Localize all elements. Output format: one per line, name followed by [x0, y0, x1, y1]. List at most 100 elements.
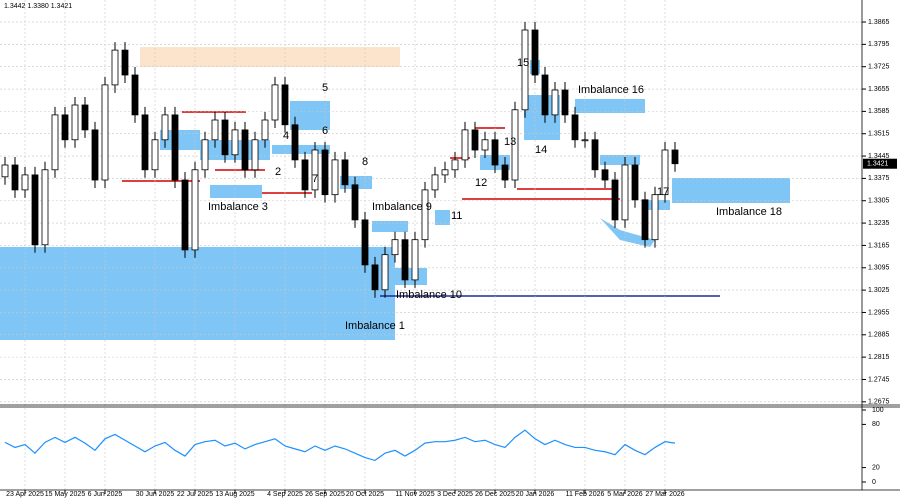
candle-body: [91, 129, 99, 181]
candle-body: [551, 89, 559, 116]
candle-body: [431, 174, 439, 191]
candle-body: [621, 164, 629, 221]
candle-body: [561, 89, 569, 116]
annotation: 4: [283, 130, 289, 142]
x-tick-label: 4 Sep 2025: [267, 491, 303, 498]
y-tick-label: 1.3585: [868, 108, 890, 115]
annotation: 2: [275, 166, 281, 178]
candle-body: [321, 149, 329, 196]
candle-body: [111, 49, 119, 86]
zone: [600, 218, 655, 247]
candle-body: [161, 114, 169, 141]
zone: [272, 145, 330, 154]
zone: [372, 221, 408, 232]
candle-body: [501, 164, 509, 181]
candle-body: [231, 129, 239, 156]
candle-body: [661, 149, 669, 196]
candle-body: [521, 29, 529, 111]
y-tick-label: 1.2885: [868, 332, 890, 339]
candle-body: [531, 29, 539, 76]
y-tick-label: 1.2675: [868, 399, 890, 406]
candle-body: [461, 129, 469, 161]
candle-body: [351, 184, 359, 221]
candle-body: [411, 239, 419, 281]
chart-title: 1.3442 1.3380 1.3421: [4, 3, 72, 10]
x-tick-label: 5 Mar 2026: [607, 491, 643, 498]
candle-body: [451, 159, 459, 171]
candle-body: [421, 189, 429, 241]
candle-body: [281, 84, 289, 126]
candle-body: [541, 74, 549, 116]
y-tick-label: 1.3655: [868, 86, 890, 93]
zone: [210, 185, 262, 198]
annotation: 17: [657, 186, 669, 198]
candle-body: [611, 179, 619, 221]
x-tick-label: 23 Apr 2025: [6, 491, 44, 498]
x-tick-label: 15 May 2025: [45, 491, 86, 498]
y-tick-label: 1.3515: [868, 131, 890, 138]
y-tick-label: 1.3095: [868, 265, 890, 272]
zones: [0, 0, 862, 490]
x-tick-label: 27 Mar 2026: [645, 491, 684, 498]
candle-body: [11, 164, 19, 191]
candle-body: [361, 219, 369, 266]
candle-body: [441, 169, 449, 176]
annotation: 5: [322, 82, 328, 94]
x-tick-label: 26 Dec 2025: [475, 491, 515, 498]
candle-body: [491, 139, 499, 166]
annotation: 12: [475, 177, 487, 189]
y-tick-label: 1.3025: [868, 287, 890, 294]
y-tick-label: 1.3235: [868, 220, 890, 227]
candle-body: [601, 169, 609, 181]
candle-body: [401, 239, 409, 281]
annotation: 11: [451, 210, 462, 222]
y-tick-label: 1.3445: [868, 153, 890, 160]
candle-body: [101, 84, 109, 181]
x-tick-label: 20 Oct 2025: [346, 491, 384, 498]
candle-body: [81, 104, 89, 131]
candle-body: [271, 84, 279, 121]
candle-body: [371, 264, 379, 291]
annotation: Imbalance 10: [396, 289, 462, 301]
price-tag-label: 1.3421: [867, 161, 889, 168]
candle-body: [151, 139, 159, 171]
annotation: 7: [312, 173, 318, 185]
candle-body: [301, 159, 309, 191]
candle-body: [591, 139, 599, 171]
annotation: Imbalance 18: [716, 206, 782, 218]
y-tick-label: 1.3305: [868, 198, 890, 205]
candle-body: [181, 179, 189, 251]
oscillator-line: [4, 429, 676, 462]
candle-body: [211, 119, 219, 141]
candle-body: [191, 169, 199, 251]
candle-body: [31, 174, 39, 246]
candle-body: [131, 74, 139, 116]
zone: [140, 47, 400, 67]
annotation: Imbalance 16: [578, 84, 644, 96]
candle-body: [201, 139, 209, 171]
y-tick-label: 20: [872, 464, 880, 471]
candle-body: [581, 139, 589, 142]
annotation: 6: [322, 125, 328, 137]
zone: [600, 155, 640, 165]
y-tick-label: 1.3725: [868, 64, 890, 71]
candle-body: [341, 159, 349, 186]
x-tick-label: 20 Jan 2026: [516, 491, 555, 498]
x-tick-label: 11 Nov 2025: [395, 491, 434, 498]
candle-body: [51, 114, 59, 171]
candle-body: [251, 139, 259, 171]
candle-body: [221, 119, 229, 156]
x-tick-label: 11 Feb 2026: [566, 491, 605, 498]
candle-body: [171, 114, 179, 181]
candle-body: [511, 109, 519, 181]
zone: [672, 178, 790, 203]
y-tick-label: 100: [872, 407, 884, 414]
y-tick-label: 0: [872, 479, 876, 486]
zone: [0, 247, 395, 340]
candle-body: [481, 139, 489, 151]
y-tick-label: 1.3165: [868, 242, 890, 249]
x-tick-label: 13 Aug 2025: [215, 491, 254, 498]
zone: [395, 268, 427, 285]
candle-body: [41, 169, 49, 246]
candle-body: [651, 194, 659, 241]
